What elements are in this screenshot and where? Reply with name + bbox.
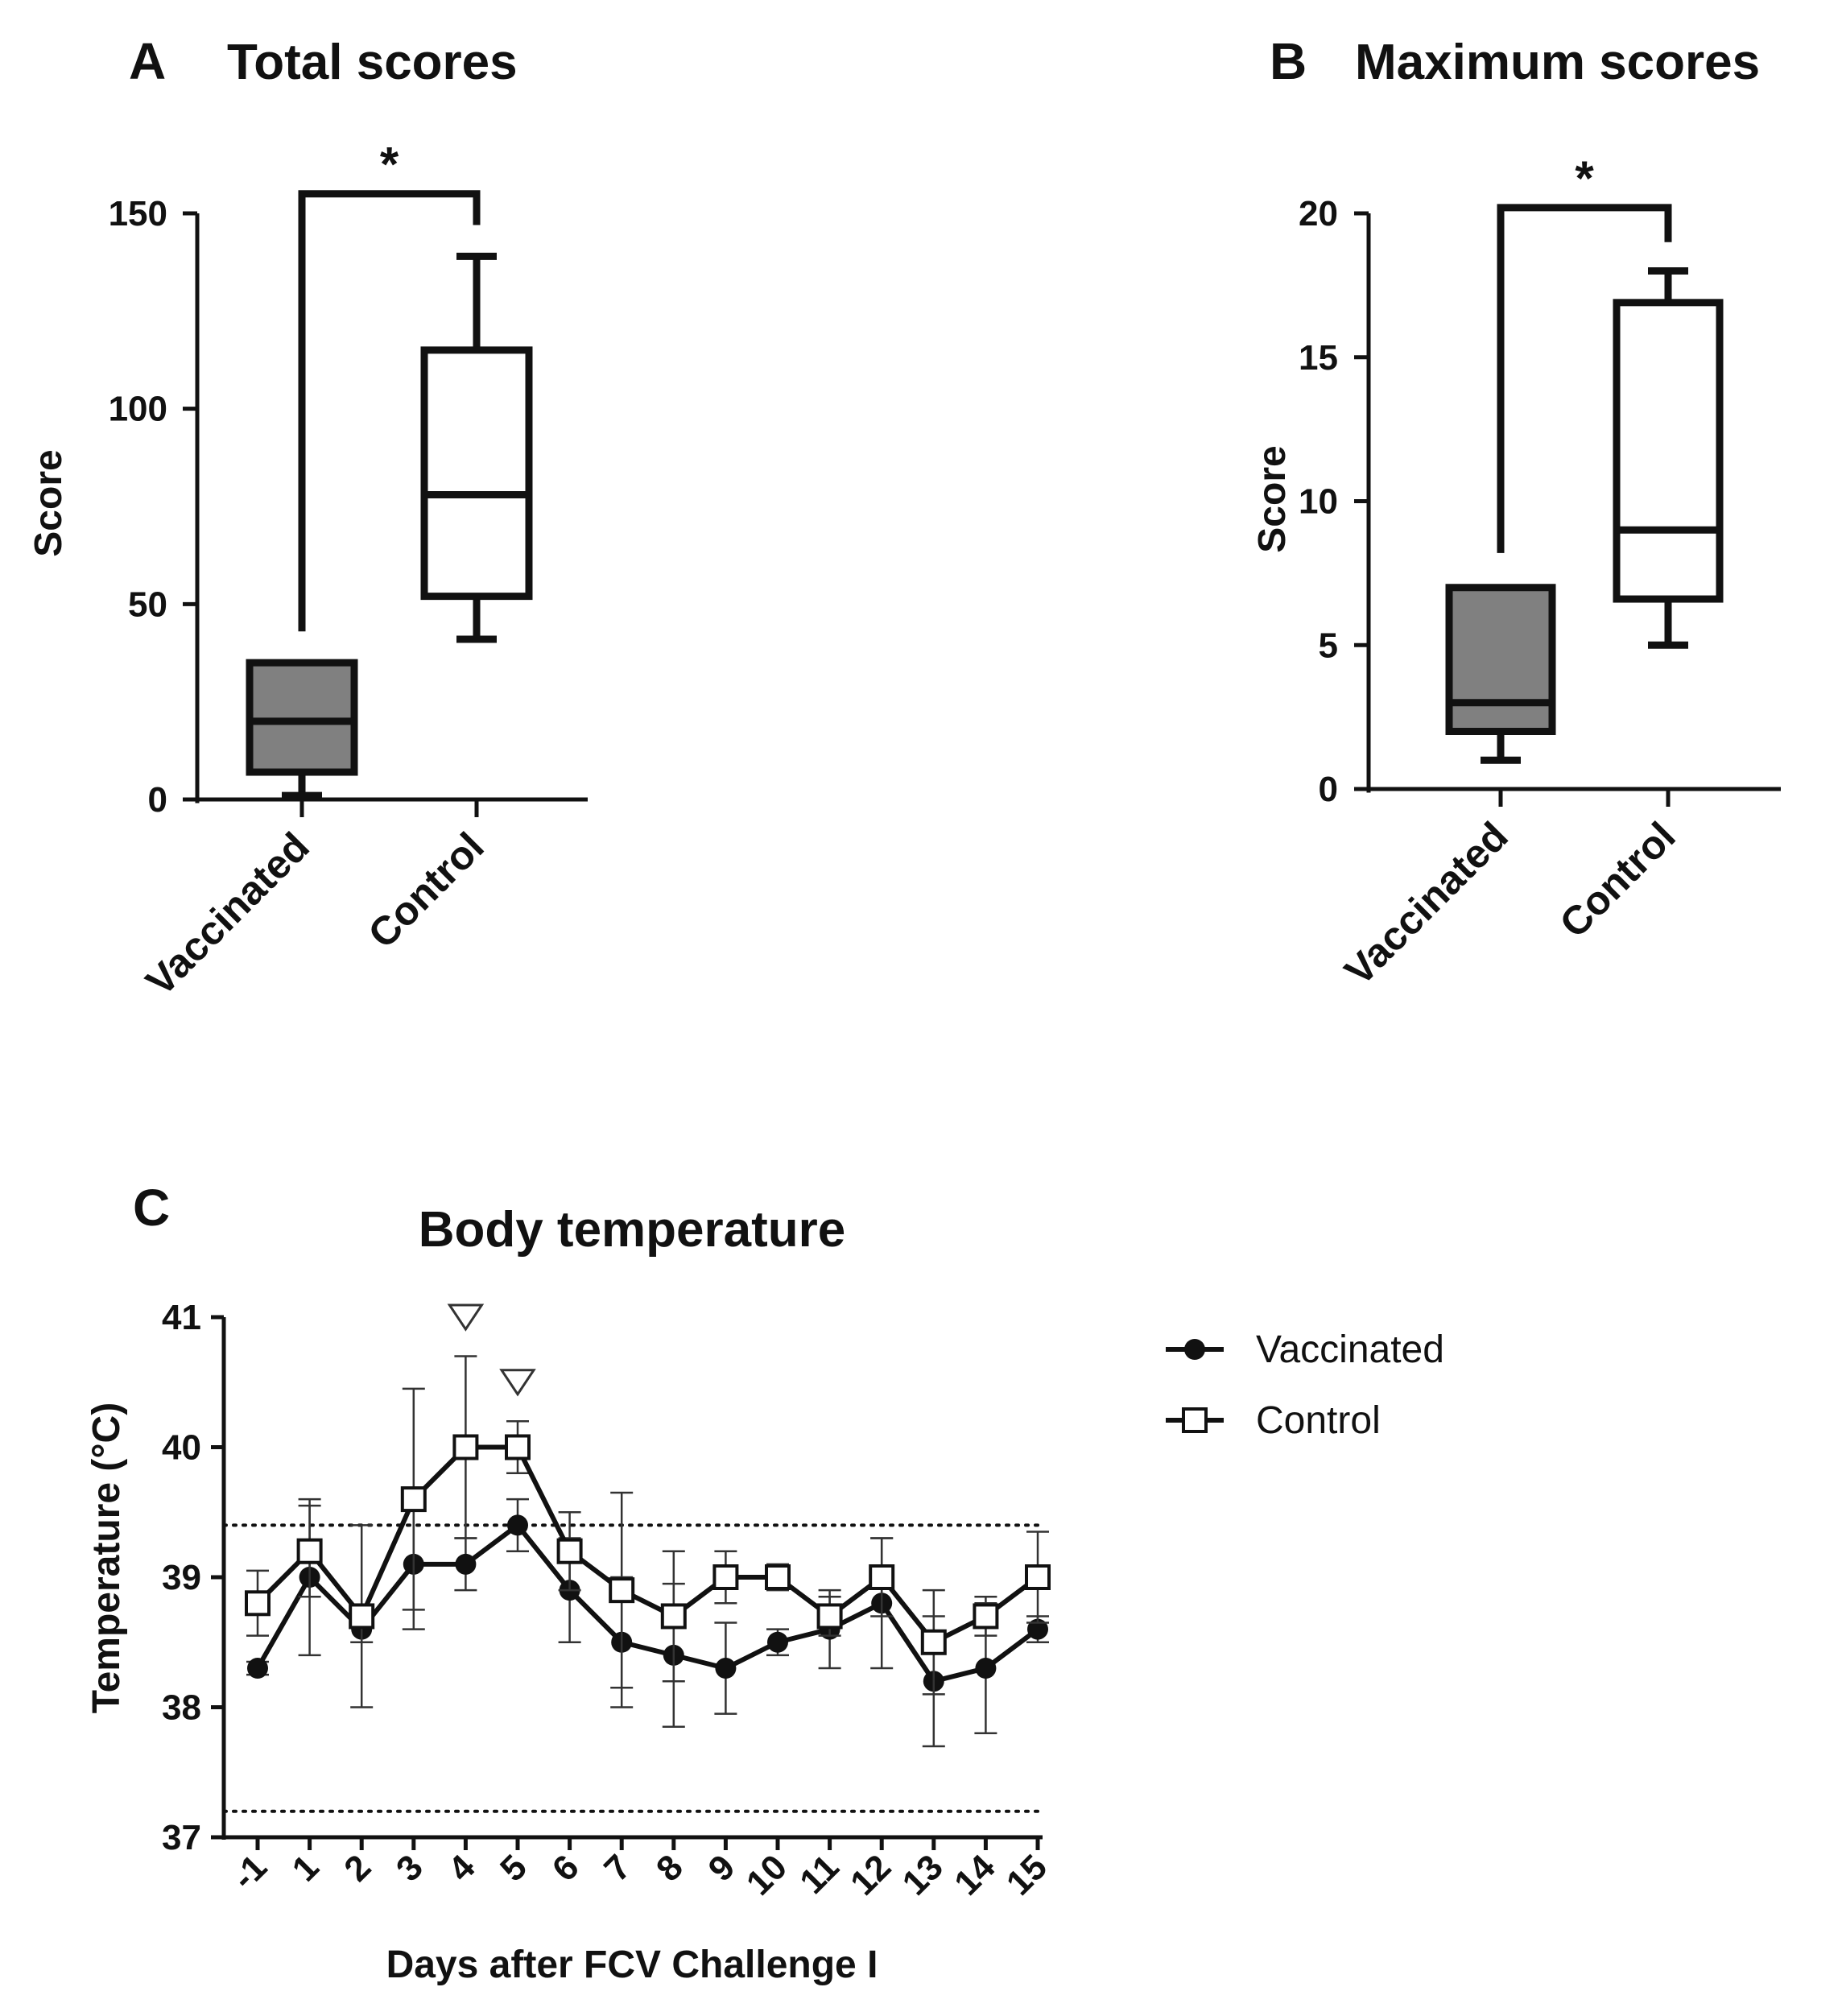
panel-c-series-control-line xyxy=(255,1444,1039,1645)
panel-c-y-axis-label: Temperature (°C) xyxy=(85,1403,128,1713)
panel-c-series-vaccinated-point xyxy=(455,1553,477,1575)
panel-c-x-tick-label: 4 xyxy=(441,1847,483,1889)
panel-a-title: Total scores xyxy=(227,35,518,90)
panel-b-y-tick-label: 10 xyxy=(1299,482,1338,522)
panel-c-series-vaccinated-point xyxy=(767,1631,788,1653)
panel-c-y-tick-label: 39 xyxy=(162,1558,201,1597)
panel-c-x-tick-label: 9 xyxy=(701,1847,743,1889)
panel-a-letter: A xyxy=(129,32,166,90)
panel-b-box-control xyxy=(1613,299,1724,603)
panel-c-series-control-point xyxy=(296,1538,323,1564)
panel-c-series-control-point xyxy=(816,1603,843,1630)
panel-c-series-control-point xyxy=(349,1603,375,1630)
panel-c-x-tick-label: 7 xyxy=(597,1847,638,1889)
panel-c-series-control-point xyxy=(609,1577,635,1604)
panel-a-y-tick-label: 50 xyxy=(128,585,167,624)
panel-c-x-axis-label: Days after FCV Challenge I xyxy=(386,1944,878,1986)
panel-b-y-tick-label: 5 xyxy=(1319,626,1338,665)
panel-b-letter: B xyxy=(1270,32,1307,90)
panel-c-series-control-point xyxy=(400,1486,427,1513)
panel-c-series-vaccinated xyxy=(246,1498,1049,1748)
panel-c-series-control-point xyxy=(973,1603,999,1630)
panel-c-x-tick-label: 11 xyxy=(792,1847,847,1902)
panel-c-letter: C xyxy=(133,1179,170,1237)
panel-c-x-tick-label: 6 xyxy=(545,1847,587,1889)
panel-a-category-label-control: Control xyxy=(360,824,493,956)
panel-b-y-tick-label: 20 xyxy=(1299,194,1338,233)
panel-b-title: Maximum scores xyxy=(1355,35,1760,90)
panel-b-y-tick-label: 0 xyxy=(1319,770,1338,809)
panel-c-x-tick-label: 3 xyxy=(389,1847,431,1889)
panel-b-y-tick-label: 15 xyxy=(1299,338,1338,378)
panel-c-x-tick-label: 2 xyxy=(337,1847,378,1889)
panel-c: C Body temperature Temperature (°C) Days… xyxy=(85,1179,1444,1986)
panel-a-box-control-group xyxy=(420,252,533,643)
panel-b-y-axis-label: Score xyxy=(1251,445,1294,552)
panel-a-significance-bracket xyxy=(298,190,481,632)
panel-c-series-control-point xyxy=(245,1590,271,1617)
panel-c-annotation-triangle-0 xyxy=(447,1303,485,1332)
panel-a-y-tick-label: 100 xyxy=(109,390,167,429)
panel-a-significance-star: * xyxy=(380,138,399,192)
panel-c-legend-control-label: Control xyxy=(1256,1399,1381,1442)
panel-c-series-vaccinated-point xyxy=(715,1658,737,1679)
panel-c-x-tick-label: 14 xyxy=(947,1847,1003,1903)
panel-a: A Total scores Score 0 50 100 150 Vaccinated… xyxy=(27,32,588,1005)
panel-a-category-label-vaccinated: Vaccinated xyxy=(137,824,317,1004)
panel-c-series-vaccinated-point xyxy=(1027,1618,1048,1640)
panel-b-significance-star: * xyxy=(1575,151,1594,205)
panel-c-legend-vaccinated-marker xyxy=(1184,1339,1205,1360)
panel-c-series-vaccinated-point xyxy=(975,1658,997,1679)
panel-c-legend-vaccinated-label: Vaccinated xyxy=(1256,1328,1444,1371)
panel-c-series-control-point xyxy=(765,1564,791,1590)
panel-c-series-control-point xyxy=(712,1564,739,1590)
panel-b-box-vaccinated-group xyxy=(1445,584,1556,764)
panel-a-y-axis-label: Score xyxy=(27,449,70,556)
panel-c-x-tick-label: 8 xyxy=(649,1847,691,1889)
panel-c-x-tick-label: 5 xyxy=(493,1847,535,1889)
panel-a-plot: 0 50 100 150 Vaccinated Control * xyxy=(109,138,588,1005)
panel-a-box-control xyxy=(420,346,533,601)
panel-b: B Maximum scores Score 0 5 10 15 20 Vaccinate… xyxy=(1251,32,1781,994)
panel-a-box-vaccinated xyxy=(246,659,358,776)
panel-a-y-tick-label: 0 xyxy=(148,780,167,820)
panel-c-series-control-point xyxy=(556,1538,583,1564)
panel-c-series-vaccinated-point xyxy=(247,1658,268,1679)
panel-c-x-tick-label: 12 xyxy=(843,1847,898,1902)
panel-c-y-tick-label: 38 xyxy=(162,1688,201,1728)
panel-b-box-control-group xyxy=(1613,267,1724,649)
panel-c-x-tick-label: -1 xyxy=(225,1847,275,1897)
panel-b-category-label-control: Control xyxy=(1551,813,1684,946)
panel-c-series-control-point xyxy=(1025,1564,1051,1590)
panel-c-x-tick-label: 1 xyxy=(285,1847,327,1889)
panel-c-series-control xyxy=(245,1355,1051,1708)
panel-b-box-vaccinated xyxy=(1445,584,1556,735)
panel-c-series-control-point xyxy=(505,1434,531,1460)
panel-c-y-tick-label: 41 xyxy=(162,1298,201,1337)
panel-c-x-tick-label: 13 xyxy=(895,1847,951,1902)
panel-c-title: Body temperature xyxy=(419,1202,846,1258)
panel-c-legend: Vaccinated Control xyxy=(1166,1328,1444,1442)
panel-c-series-control-point xyxy=(920,1629,947,1655)
panel-a-y-tick-label: 150 xyxy=(109,194,167,233)
panel-c-series-control-point xyxy=(660,1603,687,1630)
panel-b-significance-bracket xyxy=(1497,204,1672,553)
panel-c-series-vaccinated-point xyxy=(507,1514,528,1536)
panel-a-box-vaccinated-group xyxy=(246,659,358,799)
panel-c-series-control-point xyxy=(452,1434,479,1460)
panel-c-x-tick-label: 15 xyxy=(999,1847,1055,1902)
panel-c-series-vaccinated-line xyxy=(255,1522,1039,1684)
panel-c-annotation-triangle-1 xyxy=(499,1369,536,1397)
panel-c-legend-control-marker xyxy=(1182,1407,1208,1433)
panel-b-plot: 0 5 10 15 20 Vaccinated Control * xyxy=(1299,151,1781,994)
panel-b-category-label-vaccinated: Vaccinated xyxy=(1336,813,1516,994)
panel-c-y-tick-label: 40 xyxy=(162,1428,201,1468)
panel-c-series-control-point xyxy=(869,1564,895,1590)
panel-c-x-tick-label: 10 xyxy=(739,1847,795,1902)
panel-c-y-tick-label: 37 xyxy=(162,1818,201,1857)
